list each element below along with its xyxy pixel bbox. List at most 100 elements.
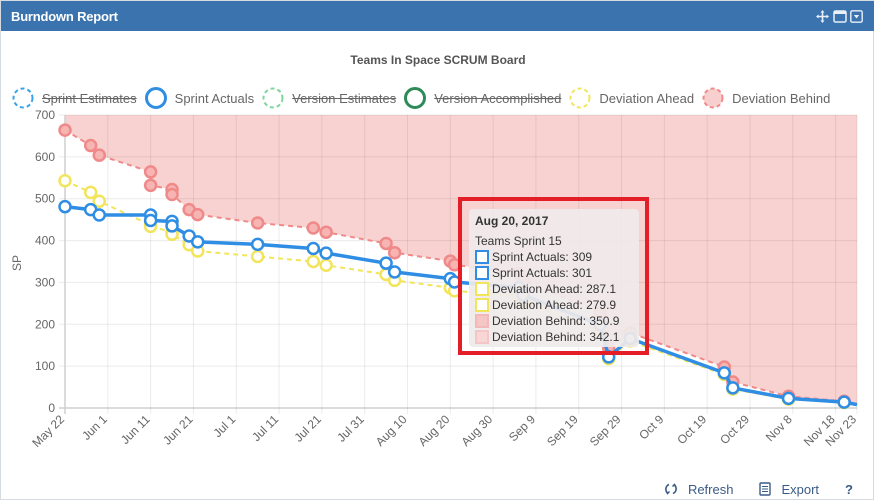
y-tick-label: 0	[48, 401, 55, 415]
legend-swatch-icon	[144, 87, 167, 109]
tooltip-row: Deviation Behind: 342.1	[475, 329, 633, 345]
x-tick-label: May 22	[29, 412, 67, 450]
tooltip-row: Sprint Actuals: 309	[475, 249, 633, 265]
data-point[interactable]	[58, 173, 72, 188]
tooltip-row: Deviation Behind: 350.9	[475, 313, 633, 329]
data-point[interactable]	[387, 245, 402, 260]
refresh-icon	[665, 483, 677, 495]
data-point[interactable]	[306, 254, 321, 269]
tooltip-row: Deviation Ahead: 279.9	[475, 297, 633, 313]
export-icon	[759, 482, 772, 496]
legend-item-version-estimates[interactable]: Version Estimates	[261, 86, 396, 110]
refresh-label: Refresh	[687, 481, 734, 497]
data-point[interactable]	[92, 194, 106, 208]
legend-label: Sprint Estimates	[42, 90, 137, 106]
data-point[interactable]	[837, 395, 851, 409]
header-icons	[815, 9, 863, 24]
data-point[interactable]	[319, 225, 333, 239]
chart-legend: Sprint Estimates Sprint Actuals Version Es…	[11, 85, 837, 111]
x-tick-label: Nov 8	[763, 412, 795, 444]
y-tick-label: 400	[35, 234, 55, 248]
x-tick-label: Jul 21	[291, 412, 324, 445]
x-tick-label: Jul 11	[249, 412, 281, 444]
y-tick-label: 300	[35, 275, 55, 289]
data-point[interactable]	[717, 366, 732, 380]
data-point[interactable]	[92, 148, 106, 162]
x-tick-label: Aug 20	[416, 412, 453, 449]
data-point[interactable]	[143, 213, 158, 228]
data-point[interactable]	[379, 236, 393, 251]
export-button[interactable]: Export	[759, 482, 819, 497]
data-point[interactable]	[379, 256, 393, 270]
y-axis-label: SP	[10, 255, 24, 271]
legend-label: Version Accomplished	[434, 90, 562, 106]
x-tick-label: Jul 31	[334, 412, 367, 445]
tooltip-swatch-icon	[475, 282, 489, 296]
legend-swatch-icon	[569, 87, 591, 109]
data-point[interactable]	[143, 178, 158, 193]
legend-swatch-icon	[404, 87, 427, 109]
legend-swatch-icon	[12, 87, 34, 109]
data-point[interactable]	[781, 391, 796, 406]
data-point[interactable]	[83, 185, 98, 200]
x-tick-label: Jul 1	[211, 412, 239, 440]
legend-swatch-icon	[702, 87, 724, 109]
move-icon[interactable]	[815, 9, 830, 24]
legend-item-sprint-actuals[interactable]: Sprint Actuals	[144, 86, 255, 110]
legend-item-deviation-behind[interactable]: Deviation Behind	[701, 86, 830, 110]
data-point[interactable]	[726, 381, 740, 395]
tooltip-subtitle: Teams Sprint 15	[475, 234, 562, 248]
data-point[interactable]	[190, 207, 205, 222]
data-point[interactable]	[250, 237, 265, 252]
legend-item-sprint-estimates[interactable]: Sprint Estimates	[11, 86, 137, 110]
data-point[interactable]	[319, 246, 333, 260]
legend-label: Version Estimates	[292, 90, 397, 106]
x-tick-label: Sep 29	[587, 412, 624, 449]
x-tick-label: Jun 1	[79, 412, 110, 443]
tooltip-swatch-icon	[475, 250, 489, 264]
legend-label: Sprint Actuals	[174, 90, 255, 106]
panel-title: Burndown Report	[11, 9, 118, 24]
x-tick-label: Oct 9	[636, 412, 666, 442]
data-point[interactable]	[306, 241, 321, 256]
data-point[interactable]	[165, 187, 179, 202]
data-point[interactable]	[165, 219, 179, 233]
tooltip-swatch-icon	[475, 314, 489, 328]
tooltip-row-label: Deviation Ahead: 287.1	[492, 282, 617, 296]
x-tick-label: Jun 21	[160, 412, 196, 448]
help-button[interactable]: ?	[845, 481, 853, 497]
chart-title: Teams In Space SCRUM Board	[350, 53, 526, 67]
tooltip-row-label: Deviation Behind: 342.1	[492, 330, 620, 344]
maximize-icon[interactable]	[833, 10, 847, 23]
y-tick-label: 100	[35, 359, 55, 373]
dropdown-icon[interactable]	[850, 10, 863, 23]
legend-swatch-icon	[262, 87, 284, 109]
data-point[interactable]	[143, 165, 158, 179]
legend-label: Deviation Ahead	[599, 90, 695, 106]
y-tick-label: 500	[35, 192, 55, 206]
refresh-button[interactable]: Refresh	[664, 481, 734, 497]
data-point[interactable]	[250, 216, 265, 230]
legend-item-version-accomplished[interactable]: Version Accomplished	[403, 86, 561, 110]
legend-label: Deviation Behind	[732, 90, 831, 106]
chart-tooltip: Aug 20, 2017 Teams Sprint 15 Sprint Actu…	[469, 209, 639, 347]
data-point[interactable]	[387, 265, 402, 279]
data-point[interactable]	[58, 199, 72, 214]
legend-item-deviation-ahead[interactable]: Deviation Ahead	[568, 86, 694, 110]
panel-header: Burndown Report	[1, 1, 874, 31]
data-point[interactable]	[250, 249, 265, 264]
tooltip-date: Aug 20, 2017	[475, 214, 549, 228]
tooltip-row-label: Sprint Actuals: 309	[492, 250, 593, 264]
data-point[interactable]	[319, 258, 333, 273]
tooltip-swatch-icon	[475, 298, 489, 312]
x-tick-label: Jun 11	[118, 412, 153, 447]
data-point[interactable]	[306, 221, 321, 235]
data-point[interactable]	[83, 138, 98, 153]
data-point[interactable]	[58, 123, 72, 137]
tooltip-swatch-icon	[475, 266, 489, 280]
x-tick-label: Sep 19	[544, 412, 581, 449]
data-point[interactable]	[190, 235, 205, 249]
data-point[interactable]	[92, 208, 106, 222]
tooltip-row: Deviation Ahead: 287.1	[475, 281, 633, 297]
